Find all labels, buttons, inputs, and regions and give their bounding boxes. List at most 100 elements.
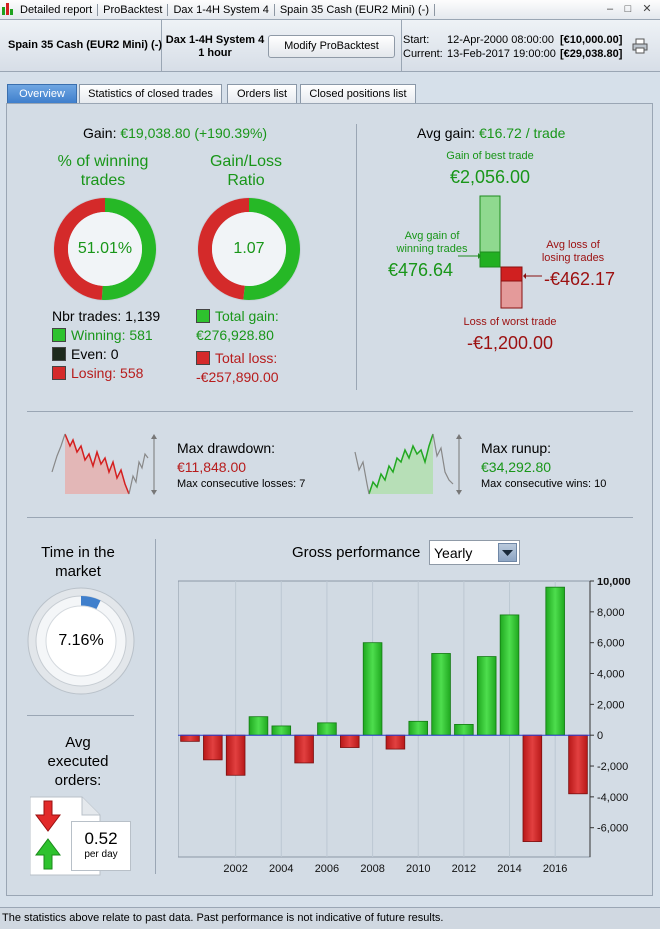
system-cell: Dax 1-4H System 4 1 hour [162, 20, 402, 72]
gain-value: €19,038.80 (+190.39%) [120, 125, 268, 141]
left-section-divider [27, 715, 134, 716]
titlebar-tab-probacktest[interactable]: ProBacktest [98, 3, 169, 16]
winning-pct-center [68, 212, 142, 286]
positive-year-bar [248, 716, 269, 736]
gain-loss-title-line2: Ratio [227, 172, 265, 189]
avg-loss-label: Avg loss of losing trades [537, 239, 609, 265]
modify-probacktest-button[interactable]: Modify ProBacktest [268, 35, 395, 58]
time-in-market-title-line2: market [55, 563, 101, 580]
tab-closed-positions-list[interactable]: Closed positions list [300, 84, 416, 103]
total-gain-value: €276,928.80 [196, 327, 274, 343]
negative-year-bar [522, 734, 543, 842]
losing-legend-icon [52, 366, 66, 380]
chart-app-icon [2, 3, 13, 16]
gain-loss-value: 1.07 [233, 240, 265, 257]
gain-loss-secondary-arc [197, 198, 249, 300]
current-date: 13-Feb-2017 19:00:00 [447, 48, 556, 60]
total-gain-label: Total gain: [215, 308, 279, 324]
period-select[interactable]: Yearly [429, 540, 520, 565]
total-loss-value: -€257,890.00 [196, 369, 279, 385]
avg-win-label-line2: winning trades [396, 243, 468, 255]
negative-year-bar [225, 734, 246, 776]
drawdown-consec: Max consecutive losses: 7 [177, 478, 306, 490]
backtest-header: Spain 35 Cash (EUR2 Mini) (-) Dax 1-4H S… [0, 20, 660, 72]
titlebar-tab-instrument[interactable]: Spain 35 Cash (EUR2 Mini) (-) [275, 3, 435, 16]
winning-pct-title-line2: trades [80, 172, 126, 189]
system-name: Dax 1-4H System 4 [165, 34, 265, 46]
trade-counts: Nbr trades: 1,139 Winning: 581 Even: 0 L… [52, 307, 160, 383]
gain-label: Gain: [83, 125, 117, 141]
instrument-name: Spain 35 Cash (EUR2 Mini) (-) [8, 39, 163, 51]
winning-pct-donut [53, 197, 157, 301]
best-trade-value: €2,056.00 [449, 167, 531, 187]
bottom-vertical-divider [155, 539, 156, 874]
avg-win-label: Avg gain of winning trades [382, 230, 482, 256]
positive-year-bar [499, 614, 520, 736]
positive-year-bar [271, 725, 292, 736]
positive-year-bar [476, 656, 497, 736]
positive-year-bar [362, 642, 383, 736]
y-tick-label: -2,000 [597, 761, 628, 773]
x-tick-label: 2008 [360, 863, 384, 875]
positive-year-bar [431, 653, 451, 736]
gain-loss-totals: Total gain: €276,928.80 Total loss: -€25… [196, 307, 279, 387]
close-icon[interactable]: ✕ [642, 3, 652, 15]
section-divider-vertical [356, 124, 357, 390]
time-in-market-donut [27, 587, 135, 695]
period-select-value: Yearly [434, 545, 473, 561]
negative-year-bar [294, 734, 314, 764]
avg-gain-value: €16.72 / trade [479, 125, 566, 141]
winning-count: Winning: 581 [71, 327, 153, 343]
positive-year-bar [545, 586, 565, 736]
y-tick-label: 2,000 [597, 699, 625, 711]
y-tick-label: -6,000 [597, 823, 628, 835]
titlebar-tab-system[interactable]: Dax 1-4H System 4 [168, 3, 275, 16]
restore-icon[interactable]: □ [624, 3, 632, 15]
print-icon[interactable] [632, 38, 648, 54]
backtest-period: Start: 12-Apr-2000 08:00:00 [€10,000.00] C… [403, 33, 622, 61]
tab-statistics-closed-trades[interactable]: Statistics of closed trades [79, 84, 222, 103]
start-label: Start: [403, 34, 430, 46]
chevron-down-icon[interactable] [498, 543, 517, 562]
runup-sparkline [354, 433, 462, 495]
section-divider-2 [27, 517, 633, 518]
y-tick-label: 8,000 [597, 607, 625, 619]
gross-performance-label: Gross performance [292, 544, 421, 561]
y-tick-label: 4,000 [597, 669, 625, 681]
y-tick-label: 6,000 [597, 638, 625, 650]
titlebar-tab-report[interactable]: Detailed report [15, 3, 99, 16]
avg-loss-value: -€462.17 [544, 269, 616, 289]
instrument-cell: Spain 35 Cash (EUR2 Mini) (-) [0, 20, 162, 72]
x-tick-label: 2002 [223, 863, 247, 875]
x-tick-label: 2012 [452, 863, 476, 875]
total-loss-label: Total loss: [215, 350, 278, 366]
start-date: 12-Apr-2000 08:00:00 [447, 34, 555, 46]
orders-per-day-box: 0.52 per day [71, 821, 131, 871]
time-donut-center [45, 605, 117, 677]
x-tick-label: 2016 [543, 863, 567, 875]
runup-label: Max runup: [481, 440, 552, 456]
gain-loss-donut [197, 197, 301, 301]
best-trade-label: Gain of best trade [446, 150, 534, 162]
worst-trade-label: Loss of worst trade [463, 316, 557, 328]
gain-summary: Gain: €19,038.80 (+190.39%) [83, 125, 267, 141]
positive-year-bar [454, 723, 474, 736]
gross-performance-chart: 2002 2004 2006 2008 2010 2012 2014 2016 10,000 8,… [178, 578, 631, 875]
winning-pct-title-line1: % of winning [57, 153, 149, 170]
x-tick-label: 2010 [406, 863, 430, 875]
avg-orders-title: Avg executed orders: [28, 733, 128, 790]
x-tick-label: 2004 [269, 863, 293, 875]
avg-win-value: €476.64 [388, 260, 454, 280]
x-tick-label: 2006 [315, 863, 339, 875]
total-loss-legend-icon [196, 351, 210, 365]
avg-win-label-line1: Avg gain of [404, 230, 460, 242]
even-count: Even: 0 [71, 346, 119, 362]
time-in-market-value: 7.16% [58, 632, 104, 649]
orders-per-day-unit: per day [84, 849, 118, 860]
time-in-market-title-line1: Time in the [41, 544, 115, 561]
gain-loss-title-line1: Gain/Loss [209, 153, 283, 170]
tab-overview[interactable]: Overview [7, 84, 77, 103]
minimize-icon[interactable]: – [606, 3, 614, 15]
orders-per-day-value: 0.52 [84, 829, 118, 848]
tab-orders-list[interactable]: Orders list [227, 84, 297, 103]
